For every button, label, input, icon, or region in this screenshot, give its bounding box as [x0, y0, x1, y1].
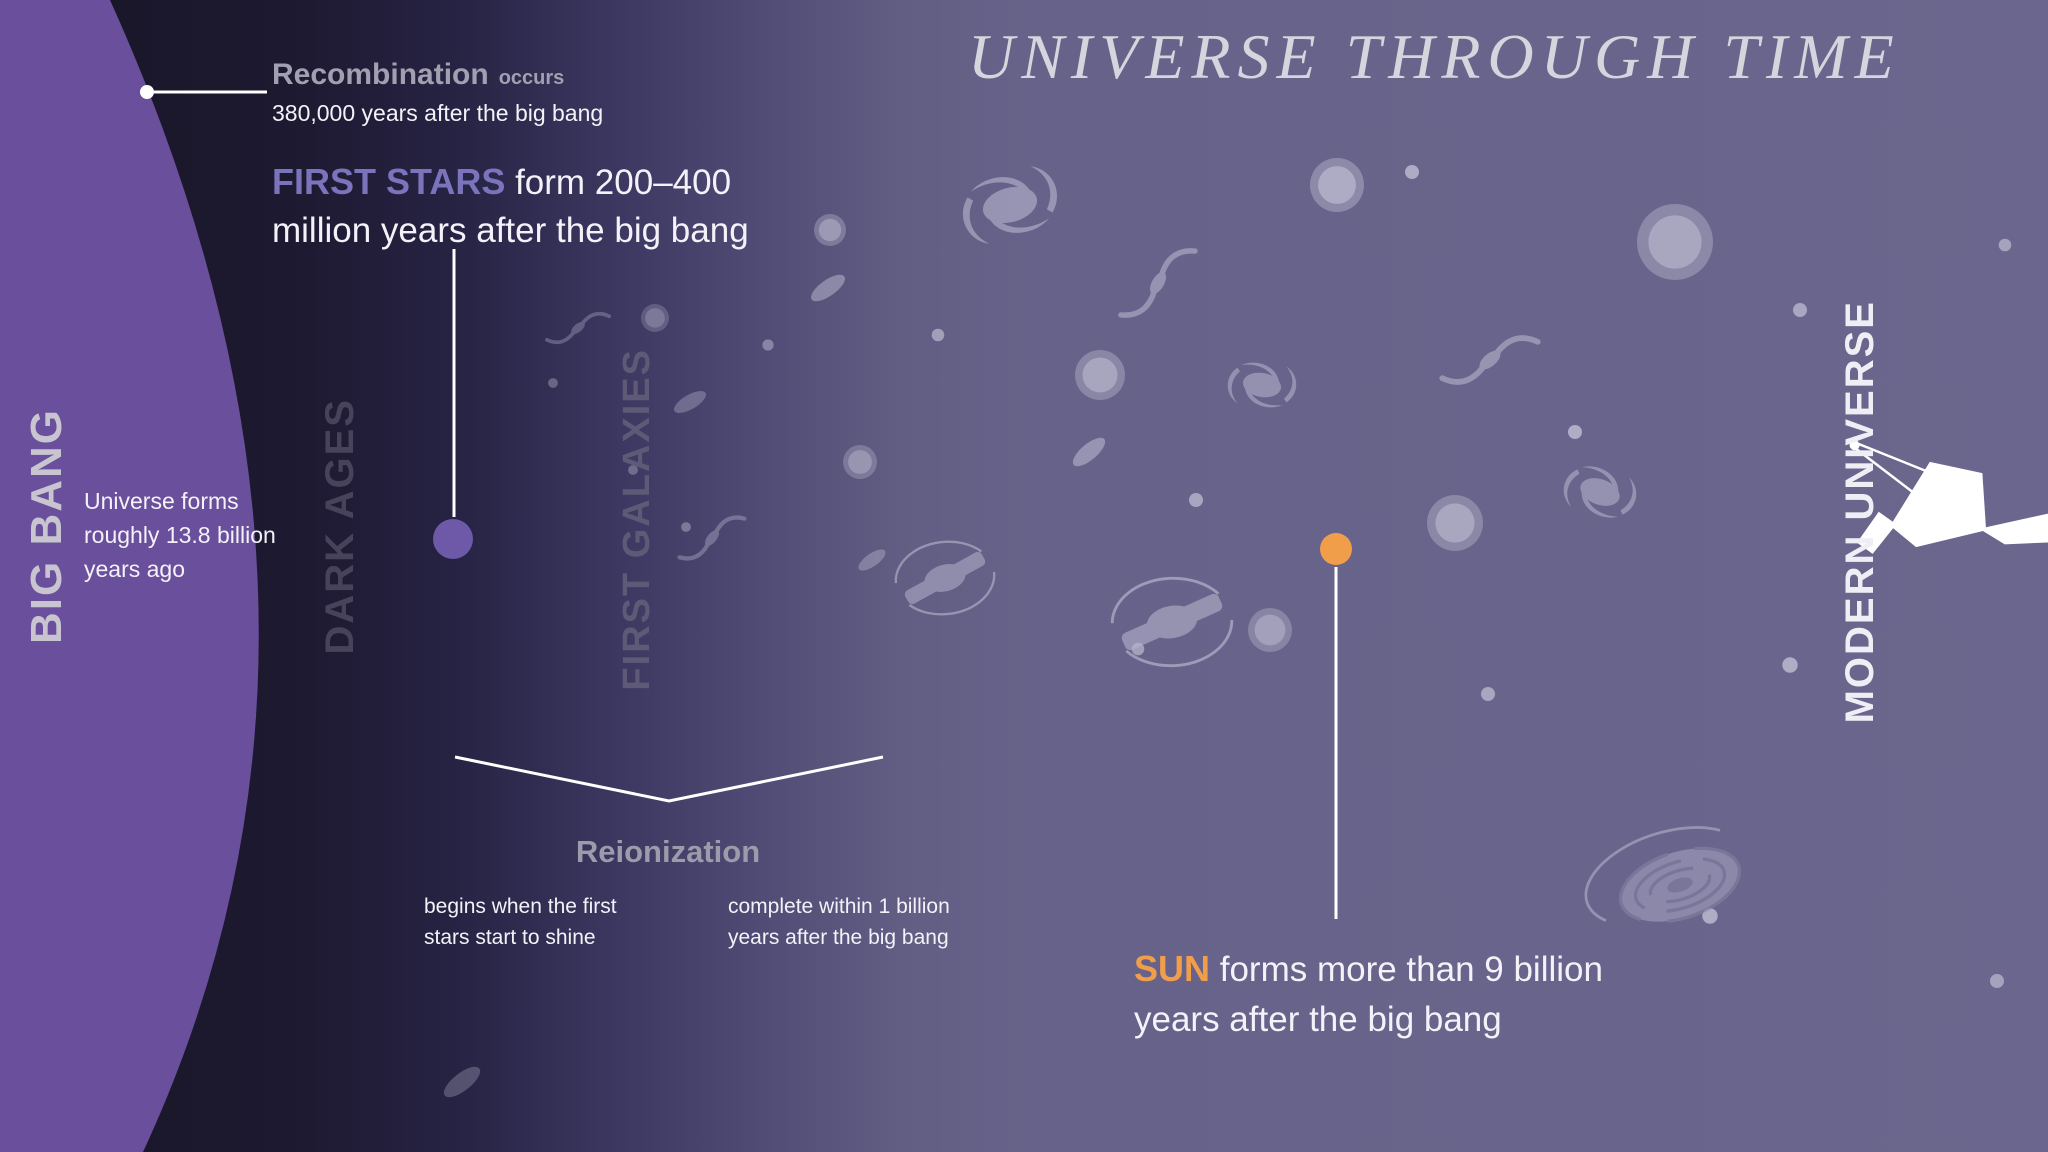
galaxy-dot-decoration: [1998, 238, 2012, 252]
galaxy-rim-decoration: [1075, 350, 1125, 400]
page-title: UNIVERSE THROUGH TIME: [968, 21, 1901, 92]
galaxy-rim-decoration: [641, 304, 669, 332]
recombination-detail: 380,000 years after the big bang: [272, 100, 604, 126]
galaxy-dot-decoration: [1990, 974, 2004, 988]
galaxy-barred-decoration: [880, 521, 1010, 635]
galaxy-rim-decoration: [843, 445, 877, 479]
galaxy-swirl-decoration: [1442, 320, 1538, 401]
galaxy-rim-decoration: [814, 214, 846, 246]
reionization-right-note: complete within 1 billion years after th…: [728, 891, 950, 953]
sun-line2: years after the big bang: [1134, 1000, 1502, 1039]
first-stars-annotation: FIRST STARS form 200–400 million years a…: [272, 158, 749, 255]
galaxy-swirl-decoration: [544, 299, 612, 357]
big-bang-description: Universe forms roughly 13.8 billion year…: [84, 484, 276, 586]
era-label-big-bang: BIG BANG: [22, 408, 71, 644]
sun-detail: forms more than 9 billion: [1210, 950, 1603, 989]
galaxy-ringed-decoration: [1571, 810, 1751, 948]
space-telescope-icon: [1849, 440, 2048, 554]
galaxy-dot-decoration: [762, 339, 774, 351]
first-stars-detail: form 200–400: [505, 163, 732, 202]
sun-name: SUN: [1134, 948, 1211, 989]
galaxy-dot-decoration: [1189, 493, 1203, 507]
galaxy-dot-decoration: [1782, 657, 1798, 673]
galaxy-rim-decoration: [1248, 608, 1292, 652]
recombination-marker-dot: [140, 85, 154, 99]
era-label-first-galaxies: FIRST GALAXIES: [616, 348, 658, 691]
reionization-bracket: [454, 755, 884, 803]
galaxy-dot-decoration: [1405, 165, 1419, 179]
galaxy-blob-decoration: [1068, 433, 1110, 471]
reionization-left-line2: stars start to shine: [424, 926, 596, 949]
galaxy-rim-decoration: [1310, 158, 1364, 212]
galaxy-dot-decoration: [1568, 425, 1582, 439]
galaxy-dot-decoration: [681, 522, 691, 532]
galaxy-blob-decoration: [439, 1061, 485, 1103]
sun-annotation: SUN forms more than 9 billion years afte…: [1134, 944, 1603, 1045]
reionization-left-note: begins when the first stars start to shi…: [424, 891, 617, 953]
galaxy-swirl-decoration: [1116, 250, 1200, 315]
first-stars-marker-dot: [433, 519, 473, 559]
big-bang-desc-line3: years ago: [84, 556, 186, 582]
era-label-modern-universe: MODERN UNIVERSE: [1838, 300, 1882, 724]
galaxy-blob-decoration: [670, 386, 710, 418]
first-stars-line1: FIRST STARS form 200–400: [272, 158, 749, 207]
recombination-name: Recombination: [272, 58, 489, 91]
galaxy-rim-decoration: [1427, 495, 1483, 551]
reionization-right-line2: years after the big bang: [728, 926, 949, 949]
reionization-heading: Reionization: [575, 834, 761, 869]
reionization-right-line1: complete within 1 billion: [728, 895, 950, 918]
reionization-left-line1: begins when the first: [424, 895, 617, 918]
big-bang-desc-line1: Universe forms: [84, 488, 239, 514]
galaxy-rim-decoration: [1637, 204, 1713, 280]
big-bang-desc-line2: roughly 13.8 billion: [84, 522, 276, 548]
galaxy-spiral-decoration: [954, 161, 1066, 249]
recombination-qualifier: occurs: [498, 67, 565, 89]
galaxy-spiral-decoration: [1557, 457, 1643, 527]
first-stars-line2: million years after the big bang: [272, 211, 749, 250]
galaxy-dot-decoration: [1793, 303, 1807, 317]
era-label-dark-ages: DARK AGES: [318, 398, 362, 655]
galaxy-dot-decoration: [548, 378, 558, 388]
recombination-heading: Recombination occurs: [272, 58, 564, 92]
galaxy-barred-decoration: [1097, 558, 1247, 686]
galaxy-swirl-decoration: [680, 513, 745, 563]
galaxy-blob-decoration: [855, 545, 889, 575]
galaxy-dot-decoration: [931, 328, 945, 342]
big-bang-purple-shape: [0, 0, 259, 1152]
sun-line1: SUN forms more than 9 billion: [1134, 944, 1603, 995]
galaxy-blob-decoration: [807, 269, 849, 307]
sun-marker-dot: [1320, 533, 1352, 565]
galaxy-spiral-decoration: [1224, 357, 1300, 413]
galaxy-dot-decoration: [1481, 687, 1495, 701]
first-stars-name: FIRST STARS: [272, 161, 506, 202]
